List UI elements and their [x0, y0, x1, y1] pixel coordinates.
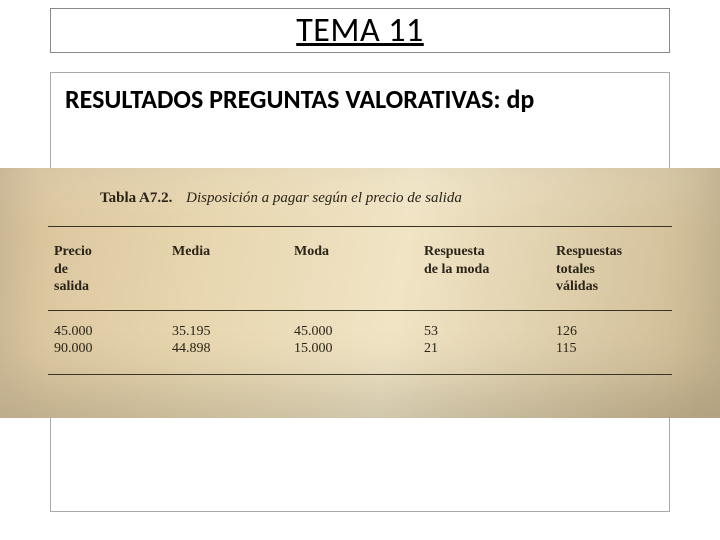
title-container: TEMA 11: [50, 8, 670, 53]
col-header-precio: Precio de salida: [48, 227, 166, 310]
col-header-media: Media: [166, 227, 288, 310]
slide-title: TEMA 11: [296, 10, 424, 51]
cell-respuesta-moda: 53 21: [418, 311, 550, 374]
cell-moda: 45.000 15.000: [288, 311, 418, 374]
slide: TEMA 11 RESULTADOS PREGUNTAS VALORATIVAS…: [0, 0, 720, 540]
table-body: 45.000 90.000 35.195 44.898 45.000 15.00…: [48, 311, 672, 374]
data-table: Precio de salida Media Moda Respuesta de…: [48, 226, 672, 375]
slide-subtitle: RESULTADOS PREGUNTAS VALORATIVAS: dp: [65, 83, 655, 115]
col-header-respuestas-validas: Respuestas totales válidas: [550, 227, 672, 310]
col-header-moda: Moda: [288, 227, 418, 310]
cell-media: 35.195 44.898: [166, 311, 288, 374]
caption-text: Disposición a pagar según el precio de s…: [186, 190, 462, 206]
cell-precio: 45.000 90.000: [48, 311, 166, 374]
table-header-row: Precio de salida Media Moda Respuesta de…: [48, 227, 672, 311]
caption-label: Tabla A7.2.: [100, 190, 172, 206]
scanned-table-photo: Tabla A7.2. Disposición a pagar según el…: [0, 168, 720, 418]
table-caption: Tabla A7.2. Disposición a pagar según el…: [100, 190, 462, 207]
cell-respuestas-validas: 126 115: [550, 311, 672, 374]
col-header-respuesta-moda: Respuesta de la moda: [418, 227, 550, 310]
